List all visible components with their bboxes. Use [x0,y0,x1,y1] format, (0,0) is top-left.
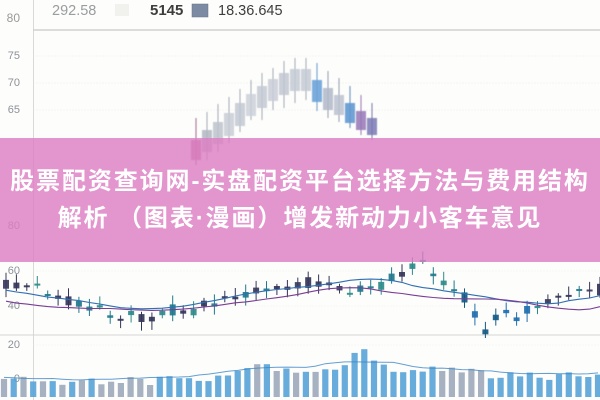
svg-text:292.58: 292.58 [52,3,96,19]
svg-text:5145: 5145 [150,2,183,19]
svg-text:18.36.645: 18.36.645 [218,3,283,19]
